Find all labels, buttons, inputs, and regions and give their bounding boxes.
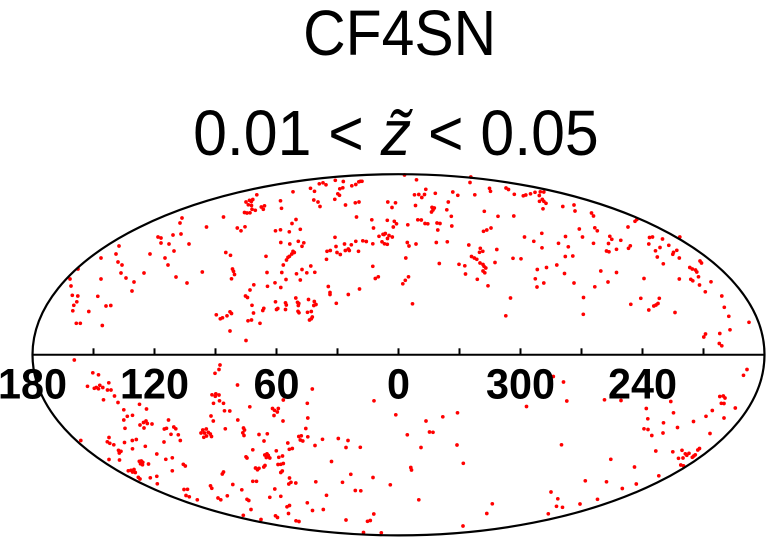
svg-text:0: 0	[387, 360, 410, 408]
svg-text:180: 180	[0, 360, 67, 408]
svg-text:60: 60	[254, 360, 300, 408]
svg-text:120: 120	[120, 360, 189, 408]
svg-text:240: 240	[608, 360, 677, 408]
svg-text:300: 300	[486, 360, 555, 408]
